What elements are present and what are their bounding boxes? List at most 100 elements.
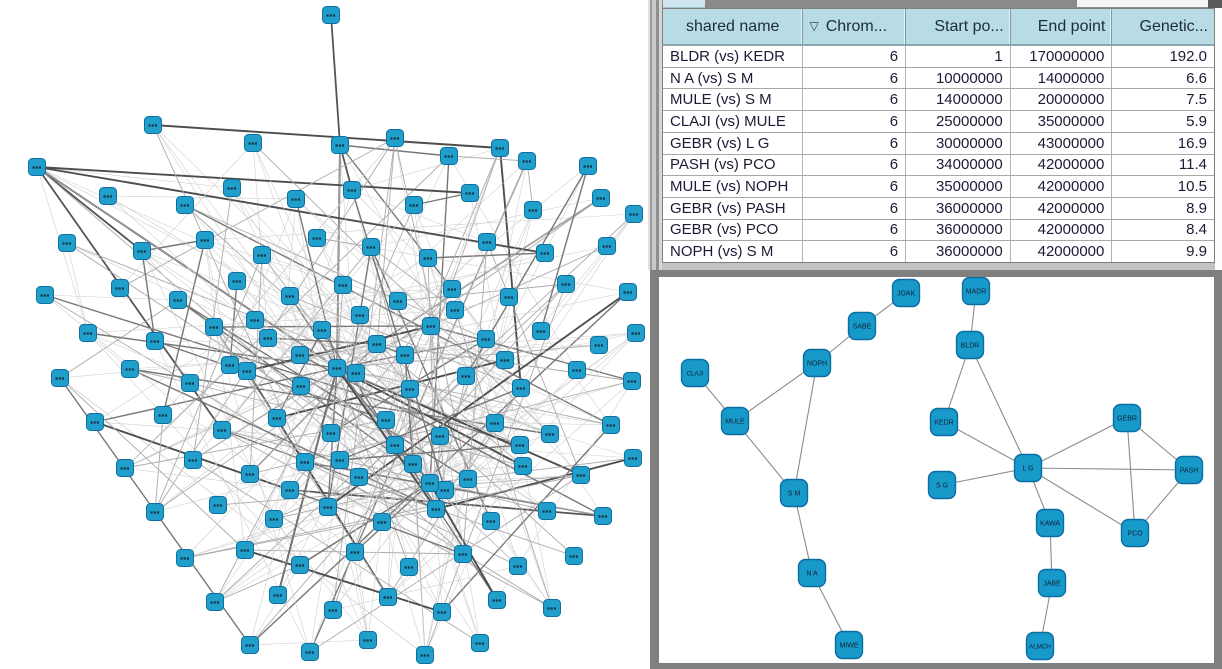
table-row[interactable]: NOPH (vs) S M 6 36000000 42000000 9.9	[663, 241, 1214, 263]
network-node-madr[interactable]: MADR	[961, 277, 991, 306]
table-cell[interactable]: BLDR (vs) KEDR	[663, 46, 804, 67]
table-cell[interactable]: 25000000	[906, 111, 1011, 132]
table-row[interactable]: CLAJI (vs) MULE 6 25000000 35000000 5.9	[663, 111, 1214, 133]
network-node-mule[interactable]: MULE	[720, 406, 750, 436]
table-row[interactable]: MULE (vs) S M 6 14000000 20000000 7.5	[663, 89, 1214, 112]
network-edge	[394, 137, 469, 480]
table-cell[interactable]: 10000000	[906, 67, 1011, 89]
network-node-s-g[interactable]: S G	[927, 470, 957, 500]
table-cell[interactable]: 30000000	[906, 132, 1011, 154]
table-cell[interactable]: 8.9	[1186, 199, 1207, 217]
table-cell[interactable]: 6	[803, 154, 907, 176]
network-edge[interactable]	[1027, 417, 1128, 469]
network-node-jabe[interactable]: JABE	[1037, 568, 1067, 598]
table-cell[interactable]: PASH (vs) PCO	[663, 154, 804, 176]
table-row[interactable]: GEBR (vs) PASH 6 36000000 42000000 8.9	[663, 197, 1214, 220]
network-node-l-g[interactable]: L G	[1013, 453, 1043, 483]
tab-fragment[interactable]	[663, 0, 705, 8]
table-row[interactable]: N A (vs) S M 6 10000000 14000000 6.6	[663, 67, 1214, 90]
network-edge[interactable]	[793, 362, 818, 494]
table-cell[interactable]: 1	[906, 46, 1011, 67]
network-edge	[336, 367, 369, 641]
network-node-pco[interactable]: PCO	[1120, 518, 1150, 548]
table-cell[interactable]: 7.5	[1186, 91, 1207, 109]
table-cell[interactable]: 170000000	[1011, 46, 1113, 67]
table-row[interactable]: GEBR (vs) L G 6 30000000 43000000 16.9	[663, 132, 1214, 155]
filter-icon[interactable]: ▽	[809, 18, 819, 33]
table-cell[interactable]: 6	[803, 132, 907, 154]
table-cell[interactable]: 20000000	[1011, 89, 1113, 111]
table-cell[interactable]: 42000000	[1011, 219, 1113, 241]
network-node-gebr[interactable]: GEBR	[1112, 403, 1142, 433]
table-cell[interactable]: 16.9	[1177, 134, 1207, 152]
column-header-end-point[interactable]: End point	[1011, 9, 1113, 44]
table-cell[interactable]: 6.6	[1186, 69, 1207, 87]
table-cell[interactable]: 36000000	[906, 219, 1011, 241]
table-cell[interactable]: 42000000	[1011, 176, 1113, 197]
network-edge[interactable]	[969, 344, 1029, 469]
table-cell[interactable]: MULE (vs) NOPH	[663, 176, 804, 197]
network-edge[interactable]	[1027, 467, 1136, 534]
table-cell[interactable]: 8.4	[1186, 221, 1207, 239]
network-node-kawa[interactable]: KAWA	[1035, 508, 1065, 538]
table-row[interactable]: PASH (vs) PCO 6 34000000 42000000 11.4	[663, 154, 1214, 177]
column-header-chrom-[interactable]: ▽ Chrom...	[803, 9, 907, 44]
table-cell[interactable]: NOPH (vs) S M	[663, 241, 804, 263]
column-header-genetic-[interactable]: Genetic...	[1112, 9, 1214, 44]
table-cell[interactable]: 9.9	[1186, 243, 1207, 261]
table-cell[interactable]: 10.5	[1177, 178, 1207, 196]
table-cell[interactable]: 42000000	[1011, 154, 1113, 176]
network-node-bldr[interactable]: BLDR	[955, 330, 985, 360]
network-node-almch[interactable]: ALMCH	[1025, 631, 1055, 661]
table-cell[interactable]: 34000000	[906, 154, 1011, 176]
table-cell[interactable]: 6	[803, 197, 907, 219]
subnetwork-canvas[interactable]: JOAK SABE NOPH CLAJI MULE S M N A MIWE MADR BLDR K…	[659, 277, 1214, 663]
table-cell[interactable]: 192.0	[1169, 47, 1207, 65]
table-cell[interactable]: MULE (vs) S M	[663, 89, 804, 111]
table-cell[interactable]: 14000000	[1011, 67, 1113, 89]
table-cell[interactable]: 6	[803, 176, 907, 197]
table-cell[interactable]: GEBR (vs) L G	[663, 132, 804, 154]
table-cell[interactable]: 43000000	[1011, 132, 1113, 154]
table-cell[interactable]: 6	[803, 241, 907, 263]
table-cell[interactable]: 6	[803, 89, 907, 111]
network-node-s-m[interactable]: S M	[779, 478, 809, 508]
table-cell[interactable]: 14000000	[906, 89, 1011, 111]
table-cell[interactable]: 6	[803, 111, 907, 132]
table-cell[interactable]: 35000000	[1011, 111, 1113, 132]
network-node-pash[interactable]: PASH	[1174, 455, 1204, 485]
table-cell[interactable]: 42000000	[1011, 241, 1113, 263]
table-row[interactable]: BLDR (vs) KEDR 6 1 170000000 192.0	[663, 46, 1214, 68]
table-cell[interactable]: 42000000	[1011, 197, 1113, 219]
network-node-miwe[interactable]: MIWE	[834, 630, 864, 660]
panel-divider[interactable]	[648, 0, 662, 270]
column-header-shared-name[interactable]: shared name	[663, 9, 804, 44]
scrollbar-fragment[interactable]	[1077, 0, 1208, 7]
table-cell[interactable]: 6	[803, 46, 907, 67]
table-cell[interactable]: 36000000	[906, 241, 1011, 263]
table-cell[interactable]: 11.4	[1178, 156, 1207, 174]
network-edge[interactable]	[1027, 467, 1190, 471]
network-node-kedr[interactable]: KEDR	[929, 407, 959, 437]
table-cell[interactable]: 5.9	[1186, 112, 1207, 130]
table-cell[interactable]: GEBR (vs) PCO	[663, 219, 804, 241]
table-row[interactable]: MULE (vs) NOPH 6 35000000 42000000 10.5	[663, 176, 1214, 198]
network-edge[interactable]	[1126, 417, 1136, 534]
table-cell[interactable]: N A (vs) S M	[663, 67, 804, 89]
network-node-sabe[interactable]: SABE	[847, 311, 877, 341]
column-header-start-po-[interactable]: Start po...	[906, 9, 1011, 44]
table-cell[interactable]: CLAJI (vs) MULE	[663, 111, 804, 132]
network-node-claji[interactable]: CLAJI	[680, 358, 710, 388]
table-cell[interactable]: GEBR (vs) PASH	[663, 197, 804, 219]
table-row[interactable]: GEBR (vs) PCO 6 36000000 42000000 8.4	[663, 219, 1214, 242]
network-edge[interactable]	[941, 467, 1029, 486]
network-node-joak[interactable]: JOAK	[891, 278, 921, 308]
table-cell[interactable]: 6	[803, 67, 907, 89]
table-cell[interactable]: 36000000	[906, 197, 1011, 219]
network-node-n-a[interactable]: N A	[797, 558, 827, 588]
table-cell[interactable]: 6	[803, 219, 907, 241]
network-node-noph[interactable]: NOPH	[802, 348, 832, 378]
main-network-canvas[interactable]	[0, 0, 648, 669]
table-cell[interactable]: 35000000	[906, 176, 1011, 197]
network-edge[interactable]	[734, 362, 818, 422]
